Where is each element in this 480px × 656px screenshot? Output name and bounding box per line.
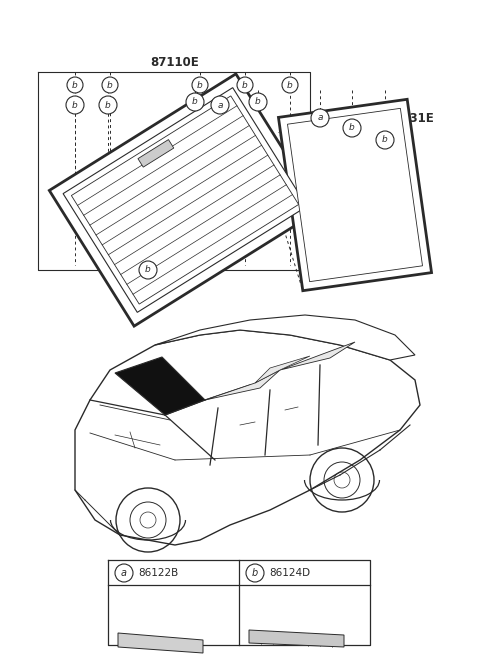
Polygon shape <box>49 74 321 326</box>
Circle shape <box>249 93 267 111</box>
Text: b: b <box>105 100 111 110</box>
Polygon shape <box>75 330 420 545</box>
Circle shape <box>67 77 83 93</box>
Text: a: a <box>317 113 323 123</box>
Text: b: b <box>197 81 203 89</box>
Polygon shape <box>118 633 203 653</box>
Text: a: a <box>217 100 223 110</box>
Circle shape <box>282 77 298 93</box>
Polygon shape <box>249 630 344 647</box>
Circle shape <box>66 96 84 114</box>
Polygon shape <box>205 370 280 400</box>
Text: b: b <box>72 81 78 89</box>
Polygon shape <box>115 357 205 415</box>
Text: 87131E: 87131E <box>385 112 434 125</box>
Circle shape <box>211 96 229 114</box>
Circle shape <box>246 564 264 582</box>
Polygon shape <box>72 96 299 304</box>
Polygon shape <box>280 342 355 370</box>
Text: b: b <box>192 98 198 106</box>
Circle shape <box>376 131 394 149</box>
Circle shape <box>186 93 204 111</box>
Text: 87110E: 87110E <box>151 56 199 70</box>
Circle shape <box>102 77 118 93</box>
Circle shape <box>139 261 157 279</box>
Circle shape <box>115 564 133 582</box>
Text: b: b <box>145 266 151 274</box>
Circle shape <box>192 77 208 93</box>
Text: b: b <box>242 81 248 89</box>
Text: b: b <box>252 568 258 578</box>
Circle shape <box>99 96 117 114</box>
Text: a: a <box>121 568 127 578</box>
Text: 86124D: 86124D <box>269 568 310 578</box>
Circle shape <box>311 109 329 127</box>
Text: b: b <box>255 98 261 106</box>
Text: b: b <box>382 136 388 144</box>
Polygon shape <box>138 140 174 167</box>
Polygon shape <box>155 315 415 360</box>
Text: b: b <box>349 123 355 133</box>
Text: 86122B: 86122B <box>138 568 178 578</box>
Text: b: b <box>287 81 293 89</box>
Circle shape <box>343 119 361 137</box>
Polygon shape <box>288 108 422 281</box>
Polygon shape <box>255 356 310 383</box>
Circle shape <box>237 77 253 93</box>
Text: b: b <box>107 81 113 89</box>
Polygon shape <box>63 88 307 312</box>
Polygon shape <box>278 99 432 291</box>
Text: b: b <box>72 100 78 110</box>
